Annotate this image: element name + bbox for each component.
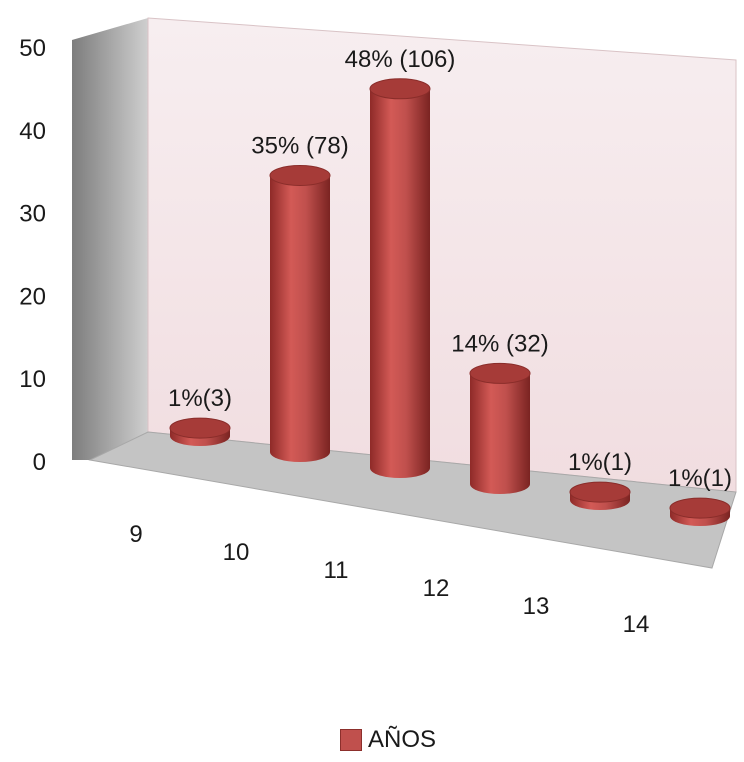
bar-top [569, 481, 631, 503]
legend-label: AÑOS [368, 726, 437, 753]
floor [88, 431, 737, 569]
bar [369, 78, 431, 479]
bar-body [370, 88, 430, 479]
y-tick-label: 0 [33, 449, 46, 476]
bar [269, 165, 331, 462]
y-tick-label: 50 [19, 35, 46, 62]
legend-swatch [340, 729, 362, 751]
bar-body [470, 373, 530, 494]
bar [469, 362, 531, 494]
x-tick-label: 12 [423, 575, 450, 602]
back-wall [147, 17, 737, 493]
bar-top [169, 417, 231, 439]
y-tick-label: 30 [19, 201, 46, 228]
x-tick-label: 10 [223, 539, 250, 566]
y-tick-label: 10 [19, 366, 46, 393]
x-tick-label: 9 [129, 521, 142, 548]
legend: AÑOS [340, 726, 436, 754]
data-label: 48% (106) [345, 46, 456, 73]
bar-top [369, 78, 431, 100]
data-label: 1%(1) [668, 465, 732, 492]
x-tick-label: 11 [324, 557, 349, 584]
y-tick-label: 20 [19, 283, 46, 310]
data-label: 14% (32) [451, 330, 548, 357]
data-label: 35% (78) [251, 133, 348, 160]
data-label: 1%(1) [568, 449, 632, 476]
bar-body [270, 175, 330, 462]
bar [169, 417, 231, 446]
bar-top [669, 497, 731, 519]
y-tick-label: 40 [19, 118, 46, 145]
bar [669, 497, 731, 526]
chart-svg: 0 10 20 30 40 50 9 10 11 12 13 14 1%(3) 35% (78) 48%… [19, 17, 737, 638]
side-wall [72, 18, 148, 460]
x-tick-label: 13 [523, 593, 550, 620]
data-label: 1%(3) [168, 385, 232, 412]
bar-top [269, 165, 331, 186]
bar-top [469, 362, 531, 384]
x-tick-label: 14 [623, 611, 650, 638]
bar [569, 481, 631, 510]
